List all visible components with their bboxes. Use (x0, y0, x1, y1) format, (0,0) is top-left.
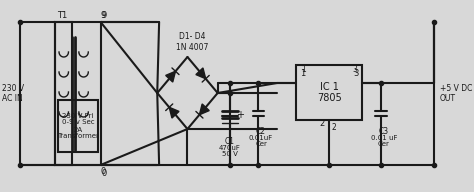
Text: T1: T1 (57, 11, 67, 20)
Bar (58, 100, 98, 152)
Bar (55, 22, 72, 165)
Text: D1- D4
1N 4007: D1- D4 1N 4007 (176, 32, 209, 52)
Polygon shape (200, 104, 209, 115)
Text: 230 V Pri
0-9 v Sec
2A
Transformer: 230 V Pri 0-9 v Sec 2A Transformer (57, 113, 99, 140)
Text: C2: C2 (256, 127, 266, 136)
Text: +5 V DC
OUT: +5 V DC OUT (439, 84, 472, 103)
Text: 0: 0 (101, 167, 106, 176)
Text: 230 V
AC IN: 230 V AC IN (2, 84, 24, 103)
Text: 470uF
50 V: 470uF 50 V (219, 145, 241, 157)
Text: 3: 3 (353, 69, 358, 78)
Polygon shape (196, 68, 206, 79)
Text: C3: C3 (379, 127, 389, 136)
Polygon shape (166, 71, 175, 82)
Bar (296, 65, 362, 120)
Polygon shape (169, 107, 179, 118)
Text: 2: 2 (319, 118, 324, 127)
Text: 1: 1 (300, 69, 305, 78)
Text: 0.01 uF
Cer: 0.01 uF Cer (371, 135, 397, 147)
Text: 9: 9 (102, 12, 107, 21)
Text: 3: 3 (352, 65, 357, 74)
Text: 0.01uF
Cer: 0.01uF Cer (249, 135, 273, 147)
Text: 0: 0 (102, 169, 107, 177)
Text: 2: 2 (331, 123, 336, 132)
Bar (55, 22, 100, 165)
Text: C1: C1 (225, 137, 235, 146)
Text: 9: 9 (101, 11, 106, 20)
Text: 1: 1 (301, 65, 306, 74)
Text: IC 1
7805: IC 1 7805 (317, 82, 341, 103)
Text: +: + (237, 110, 244, 120)
